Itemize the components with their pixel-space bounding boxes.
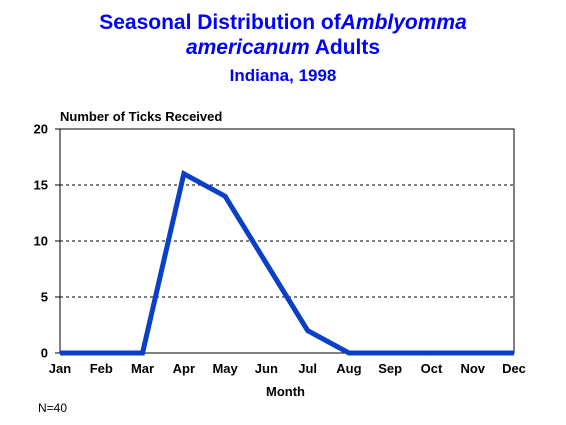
y-tick-label: 10 (34, 234, 48, 249)
x-tick-label: Apr (173, 361, 195, 376)
x-tick-label: Mar (131, 361, 154, 376)
x-tick-label: Jan (49, 361, 71, 376)
chart-title-part3: Adults (309, 36, 381, 59)
chart-subtitle: Indiana, 1998 (229, 66, 337, 85)
y-tick-label: 20 (34, 122, 48, 137)
x-tick-label: Sep (378, 361, 402, 376)
x-tick-label: Oct (421, 361, 443, 376)
x-axis-label: Month (266, 384, 305, 399)
chart-title-species-part2: americanum (185, 36, 310, 59)
x-tick-label: Jul (298, 361, 317, 376)
chart-title-block: Seasonal Distribution ofAmblyomma americ… (0, 10, 566, 86)
x-tick-label: Dec (502, 361, 526, 376)
series-line (60, 170, 514, 356)
y-axis-label: Number of Ticks Received (60, 109, 223, 124)
x-tick-label: Aug (336, 361, 361, 376)
y-tick-label: 0 (41, 346, 48, 361)
sample-size-note: N=40 (38, 401, 68, 415)
x-tick-label: Nov (460, 361, 485, 376)
x-tick-label: May (212, 361, 238, 376)
x-tick-label: Feb (90, 361, 113, 376)
chart-title: Seasonal Distribution ofAmblyomma americ… (0, 10, 566, 60)
y-tick-label: 5 (41, 290, 48, 305)
chart-title-part1: Seasonal Distribution of (99, 11, 341, 34)
x-tick-label: Jun (255, 361, 278, 376)
chart-title-species-part1: Amblyomma (340, 11, 467, 34)
y-tick-label: 15 (34, 178, 48, 193)
